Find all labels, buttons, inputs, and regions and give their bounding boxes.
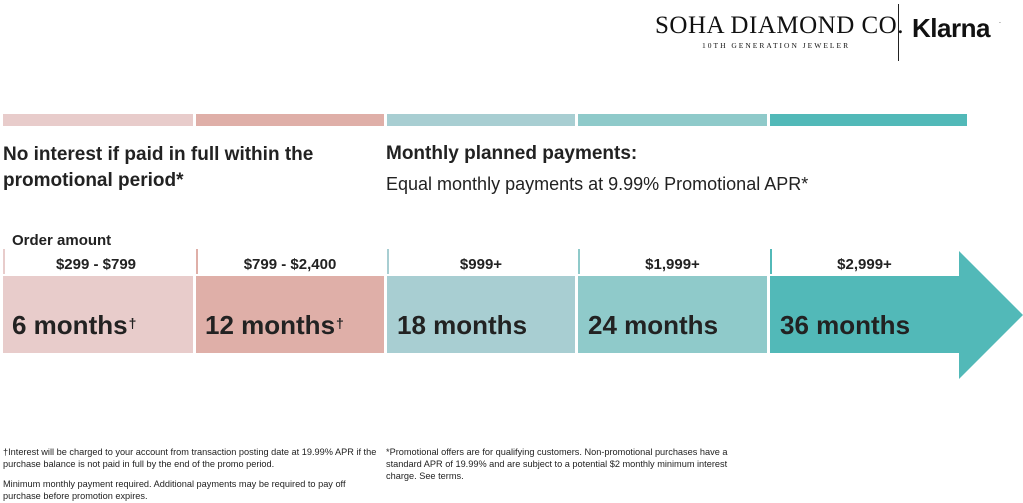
tier-divider	[387, 249, 389, 274]
tier-term-2-text: 12 months	[205, 310, 336, 340]
tier-term-4: 24 months	[588, 308, 718, 342]
tier-range-1: $299 - $799	[55, 256, 137, 273]
tier-term-4-text: 24 months	[588, 310, 719, 340]
tier-range-3: $999+	[459, 256, 503, 273]
tier-term-2: 12 months†	[205, 308, 344, 342]
color-bar-3	[387, 114, 575, 126]
promotional-footnote: *Promotional offers are for qualifying c…	[386, 447, 728, 481]
klarna-logo: Klarna	[912, 13, 990, 43]
dagger-mark: †	[128, 315, 137, 331]
color-bar-4	[578, 114, 767, 126]
logo-divider	[898, 4, 899, 61]
tier-box-4	[578, 276, 767, 353]
klarna-logo-mark: .	[999, 18, 1001, 25]
tier-box-3	[387, 276, 575, 353]
soha-diamond-logo-subtitle: 10TH GENERATION JEWELER	[702, 41, 851, 50]
tier-box-5	[770, 276, 960, 353]
monthly-payments-subheading: Equal monthly payments at 9.99% Promotio…	[386, 174, 809, 194]
soha-diamond-logo-title: SOHA DIAMOND CO.	[655, 12, 904, 39]
color-bar-1	[3, 114, 193, 126]
dagger-mark: †	[336, 315, 344, 331]
tier-term-3-text: 18 months	[397, 310, 528, 340]
monthly-payments-heading: Monthly planned payments:	[386, 143, 638, 164]
tier-term-5: 36 months	[780, 308, 910, 342]
tier-box-2	[196, 276, 384, 353]
tier-range-4: $1,999+	[645, 256, 700, 273]
tier-term-1-text: 6 months	[12, 310, 128, 340]
color-bar-5	[770, 114, 967, 126]
tier-divider	[196, 249, 198, 274]
minimum-payment-footnote: Minimum monthly payment required. Additi…	[3, 479, 346, 501]
no-interest-heading: No interest if paid in full within the p…	[3, 144, 314, 191]
order-amount-label: Order amount	[12, 232, 112, 249]
tier-range-2: $799 - $2,400	[243, 256, 337, 273]
tier-box-1	[3, 276, 193, 353]
interest-footnote: †Interest will be charged to your accoun…	[3, 447, 377, 469]
tier-term-1: 6 months†	[12, 308, 136, 342]
tier-range-5: $2,999+	[837, 256, 892, 273]
tier-term-3: 18 months	[397, 308, 527, 342]
arrow-head-icon	[959, 251, 1023, 379]
tier-divider	[578, 249, 580, 274]
tier-divider	[3, 249, 5, 274]
tier-term-5-text: 36 months	[780, 310, 911, 340]
tier-divider	[770, 249, 772, 274]
color-bar-2	[196, 114, 384, 126]
